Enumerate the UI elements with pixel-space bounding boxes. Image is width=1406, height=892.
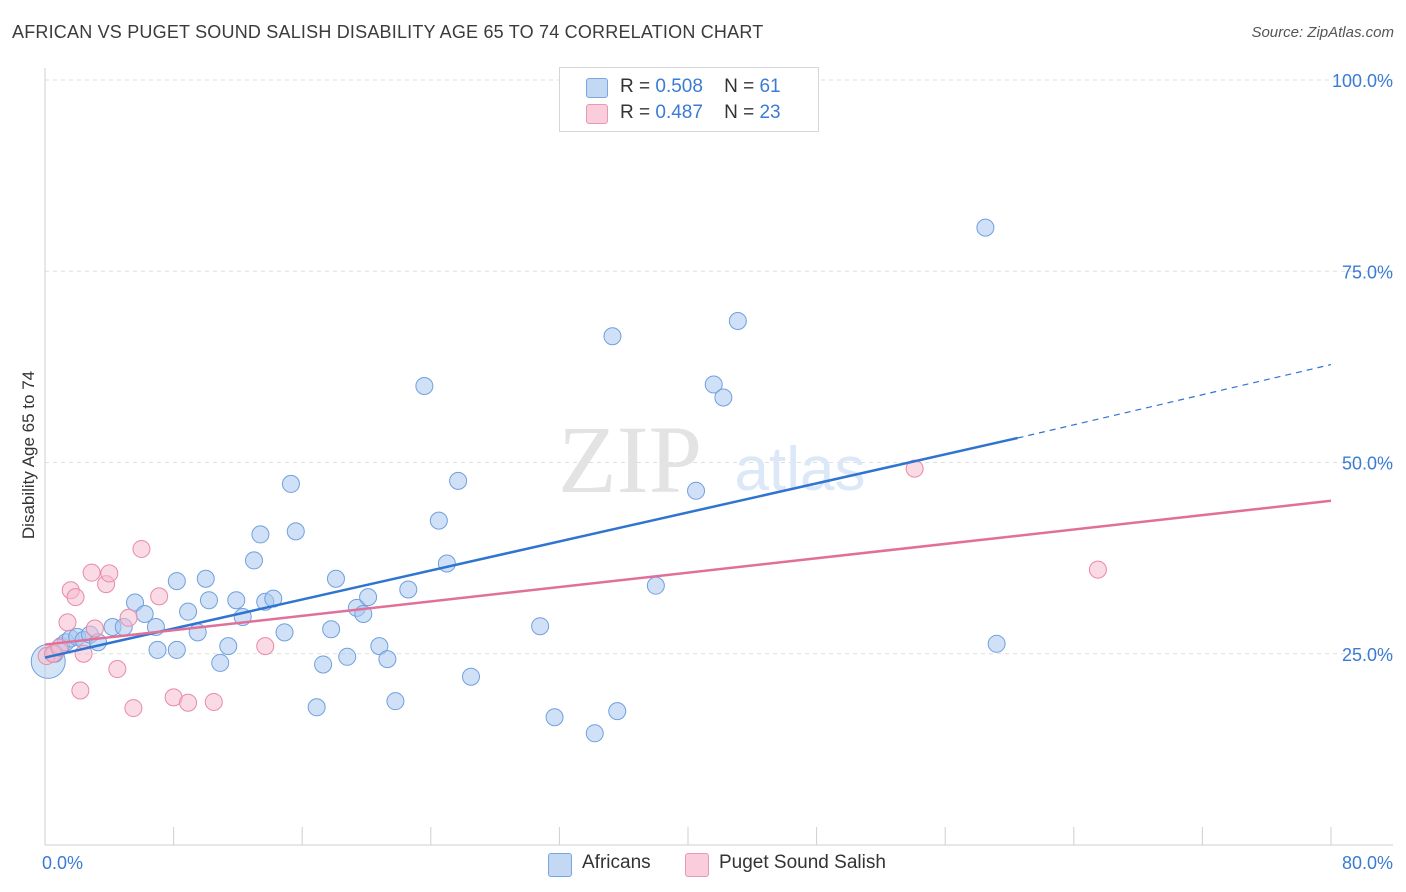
legend-n-value: 61: [759, 76, 781, 97]
africans-point: [429, 511, 448, 530]
legend-r-label: R =: [620, 102, 651, 123]
watermark-atlas: atlas: [735, 435, 866, 504]
puget-sound-salish-point: [1088, 560, 1107, 579]
africans-point: [281, 474, 300, 493]
puget-sound-salish-legend-label: Puget Sound Salish: [719, 852, 886, 873]
africans-point: [359, 588, 378, 607]
trend-lines: [44, 363, 1332, 659]
legend-n-value: 23: [759, 102, 781, 123]
puget-sound-salish-point: [100, 564, 119, 583]
africans-point: [326, 569, 345, 588]
africans-point: [199, 591, 218, 610]
africans-point: [314, 655, 333, 674]
africans-point: [251, 525, 270, 544]
africans-point: [461, 667, 480, 686]
stats-legend: R = 0.508 N = 61 R = 0.487 N = 23: [559, 67, 819, 132]
africans-point: [167, 640, 186, 659]
puget-sound-salish-point: [108, 660, 127, 679]
puget-sound-salish-point: [119, 608, 138, 627]
africans-point: [714, 388, 733, 407]
africans-point: [167, 572, 186, 591]
africans-point: [386, 692, 405, 711]
africans-point: [307, 698, 326, 717]
africans-point: [148, 640, 167, 659]
puget-sound-salish-trend-line: [44, 499, 1332, 646]
data-points: [30, 218, 1107, 743]
y-tick-label: 50.0%: [1342, 454, 1393, 474]
puget-sound-salish-point: [66, 588, 85, 607]
africans-point: [415, 377, 434, 395]
africans-point: [449, 471, 468, 490]
y-tick-label: 100.0%: [1332, 71, 1393, 91]
africans-point: [211, 653, 230, 672]
africans-legend-swatch: [548, 853, 572, 877]
axes: [44, 68, 1393, 846]
puget-sound-salish-point: [256, 637, 275, 656]
legend-r-label: R =: [620, 76, 651, 97]
legend-r-value: 0.508: [655, 76, 703, 97]
watermark: ZIP atlas: [558, 406, 865, 513]
gridlines: [45, 79, 1393, 655]
africans-legend-label: Africans: [582, 852, 651, 873]
legend-n-label: N =: [724, 76, 755, 97]
africans-point: [275, 623, 294, 642]
puget-sound-salish-legend-swatch: [685, 853, 709, 877]
x-tick-label: 80.0%: [1342, 853, 1393, 873]
africans-point: [370, 637, 389, 656]
africans-point: [338, 647, 357, 666]
africans-point: [399, 580, 418, 599]
africans-point: [603, 327, 622, 346]
africans-trend-line: [44, 436, 1018, 659]
chart-title: AFRICAN VS PUGET SOUND SALISH DISABILITY…: [12, 22, 764, 42]
puget-sound-salish-swatch: [586, 104, 608, 124]
africans-point: [286, 522, 305, 541]
puget-sound-salish-point: [85, 619, 104, 638]
puget-sound-salish-point: [58, 613, 77, 632]
puget-sound-salish-point: [150, 587, 169, 606]
africans-point: [244, 551, 263, 570]
africans-point: [976, 218, 995, 237]
y-axis-label: Disability Age 65 to 74: [19, 371, 38, 539]
puget-sound-salish-point: [124, 699, 143, 718]
puget-sound-salish-point: [82, 563, 101, 582]
tick-labels: 25.0% 50.0% 75.0% 100.0% 0.0% 80.0%: [42, 71, 1393, 873]
africans-swatch: [586, 78, 608, 98]
africans-point: [728, 311, 747, 330]
puget-sound-salish-point: [204, 692, 223, 711]
legend-n-label: N =: [724, 102, 755, 123]
y-tick-label: 25.0%: [1342, 645, 1393, 665]
africans-point: [987, 634, 1006, 653]
africans-point: [608, 702, 627, 721]
legend-r-value: 0.487: [655, 102, 703, 123]
africans-point: [704, 375, 723, 394]
africans-point: [585, 724, 604, 743]
africans-point: [196, 569, 215, 588]
puget-sound-salish-point: [132, 539, 151, 558]
watermark-zip: ZIP: [558, 406, 702, 513]
africans-trend-extension: [1017, 363, 1332, 439]
africans-point: [378, 650, 397, 669]
y-tick-label: 75.0%: [1342, 262, 1393, 282]
africans-point: [219, 637, 238, 656]
africans-point: [646, 576, 665, 595]
africans-point: [126, 593, 145, 612]
africans-point: [179, 602, 198, 621]
africans-point: [545, 708, 564, 727]
africans-point: [531, 617, 550, 636]
x-tick-label: 0.0%: [42, 853, 83, 873]
africans-point: [227, 591, 246, 610]
puget-sound-salish-point: [71, 681, 90, 700]
puget-sound-salish-point: [179, 693, 198, 712]
source-label: Source: ZipAtlas.com: [1251, 24, 1394, 41]
africans-point: [322, 620, 341, 639]
africans-point: [687, 481, 706, 500]
